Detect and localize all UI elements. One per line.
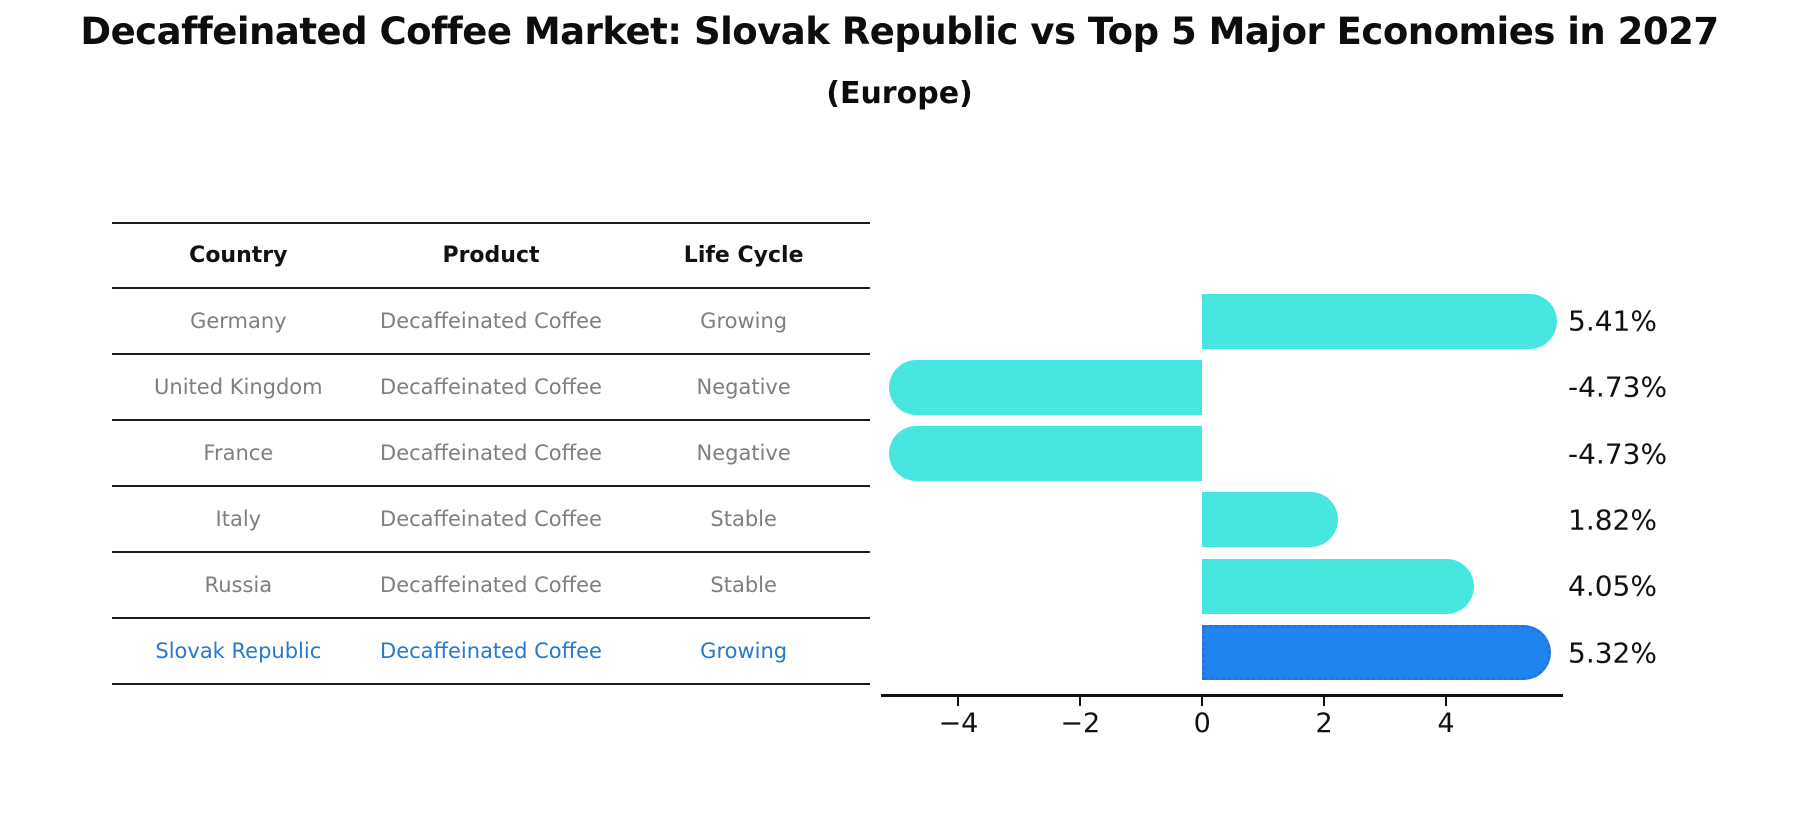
x-axis-tick-label: 0 <box>1193 708 1211 739</box>
table-cell-life_cycle: Growing <box>617 288 870 355</box>
table-cell-country: Germany <box>112 288 365 355</box>
country-table-wrap: Country Product Life Cycle Germany Decaffei… <box>112 222 870 685</box>
table-cell-country: Slovak Republic <box>112 618 365 685</box>
x-axis-tick <box>1201 696 1204 706</box>
bar-value-label: 1.82% <box>1568 503 1657 537</box>
table-cell-product: Decaffeinated Coffee <box>364 618 618 685</box>
table-cell-product: Decaffeinated Coffee <box>364 420 618 487</box>
bar-value-label: -4.73% <box>1568 437 1668 471</box>
column-header: Product <box>364 222 618 289</box>
column-header: Life Cycle <box>617 222 870 289</box>
table-cell-life_cycle: Negative <box>617 354 870 421</box>
table-row: Germany Decaffeinated Coffee Growing <box>112 288 870 355</box>
table-cell-country: United Kingdom <box>112 354 365 421</box>
table-row: Italy Decaffeinated Coffee Stable <box>112 486 870 553</box>
bar-italy <box>1202 492 1339 548</box>
x-axis-tick-label: −2 <box>1060 708 1101 739</box>
bar-united-kingdom <box>888 359 1203 415</box>
table-cell-life_cycle: Negative <box>617 420 870 487</box>
chart-title: Decaffeinated Coffee Market: Slovak Repu… <box>80 10 1719 53</box>
x-axis-tick-label: −4 <box>938 708 979 739</box>
x-axis-tick-label: 2 <box>1315 708 1333 739</box>
x-axis-tick <box>1323 696 1326 706</box>
bar-value-label: 5.41% <box>1568 304 1657 338</box>
bar-germany <box>1202 293 1557 349</box>
bar-russia <box>1202 558 1475 614</box>
column-header: Country <box>112 222 365 289</box>
table-row: France Decaffeinated Coffee Negative <box>112 420 870 487</box>
table-cell-life_cycle: Stable <box>617 486 870 553</box>
table-header-row: Country Product Life Cycle <box>112 222 870 289</box>
table-cell-product: Decaffeinated Coffee <box>364 288 618 355</box>
table-row: United Kingdom Decaffeinated Coffee Negati… <box>112 354 870 421</box>
bar-chart: −4 −2 0 2 4 5.41% -4.73% -4.73% 1.82% 4.05% 5.32% <box>881 289 1667 739</box>
table-cell-product: Decaffeinated Coffee <box>364 486 618 553</box>
table-body: Germany Decaffeinated Coffee Growing United… <box>112 288 870 685</box>
x-axis-tick <box>1079 696 1082 706</box>
x-axis-tick <box>957 696 960 706</box>
table-cell-life_cycle: Growing <box>617 618 870 685</box>
x-axis-tick <box>1444 696 1447 706</box>
x-axis-tick-label: 4 <box>1437 708 1455 739</box>
bar-value-label: 4.05% <box>1568 569 1657 603</box>
table-cell-country: Russia <box>112 552 365 619</box>
table-cell-country: Italy <box>112 486 365 553</box>
chart-subtitle: (Europe) <box>826 76 973 111</box>
comparison-table: Country Product Life Cycle Germany Decaffei… <box>112 222 870 685</box>
table-cell-product: Decaffeinated Coffee <box>364 552 618 619</box>
bar-value-label: 5.32% <box>1568 636 1657 669</box>
table-row: Slovak Republic Decaffeinated Coffee Growi… <box>112 618 870 685</box>
table-cell-product: Decaffeinated Coffee <box>364 354 618 421</box>
bar-france <box>888 426 1203 482</box>
x-axis-line <box>881 694 1563 697</box>
bar-highlight-slovak-republic <box>1202 625 1552 680</box>
table-row: Russia Decaffeinated Coffee Stable <box>112 552 870 619</box>
bar-value-label: -4.73% <box>1568 370 1668 404</box>
table-cell-life_cycle: Stable <box>617 552 870 619</box>
table-cell-country: France <box>112 420 365 487</box>
